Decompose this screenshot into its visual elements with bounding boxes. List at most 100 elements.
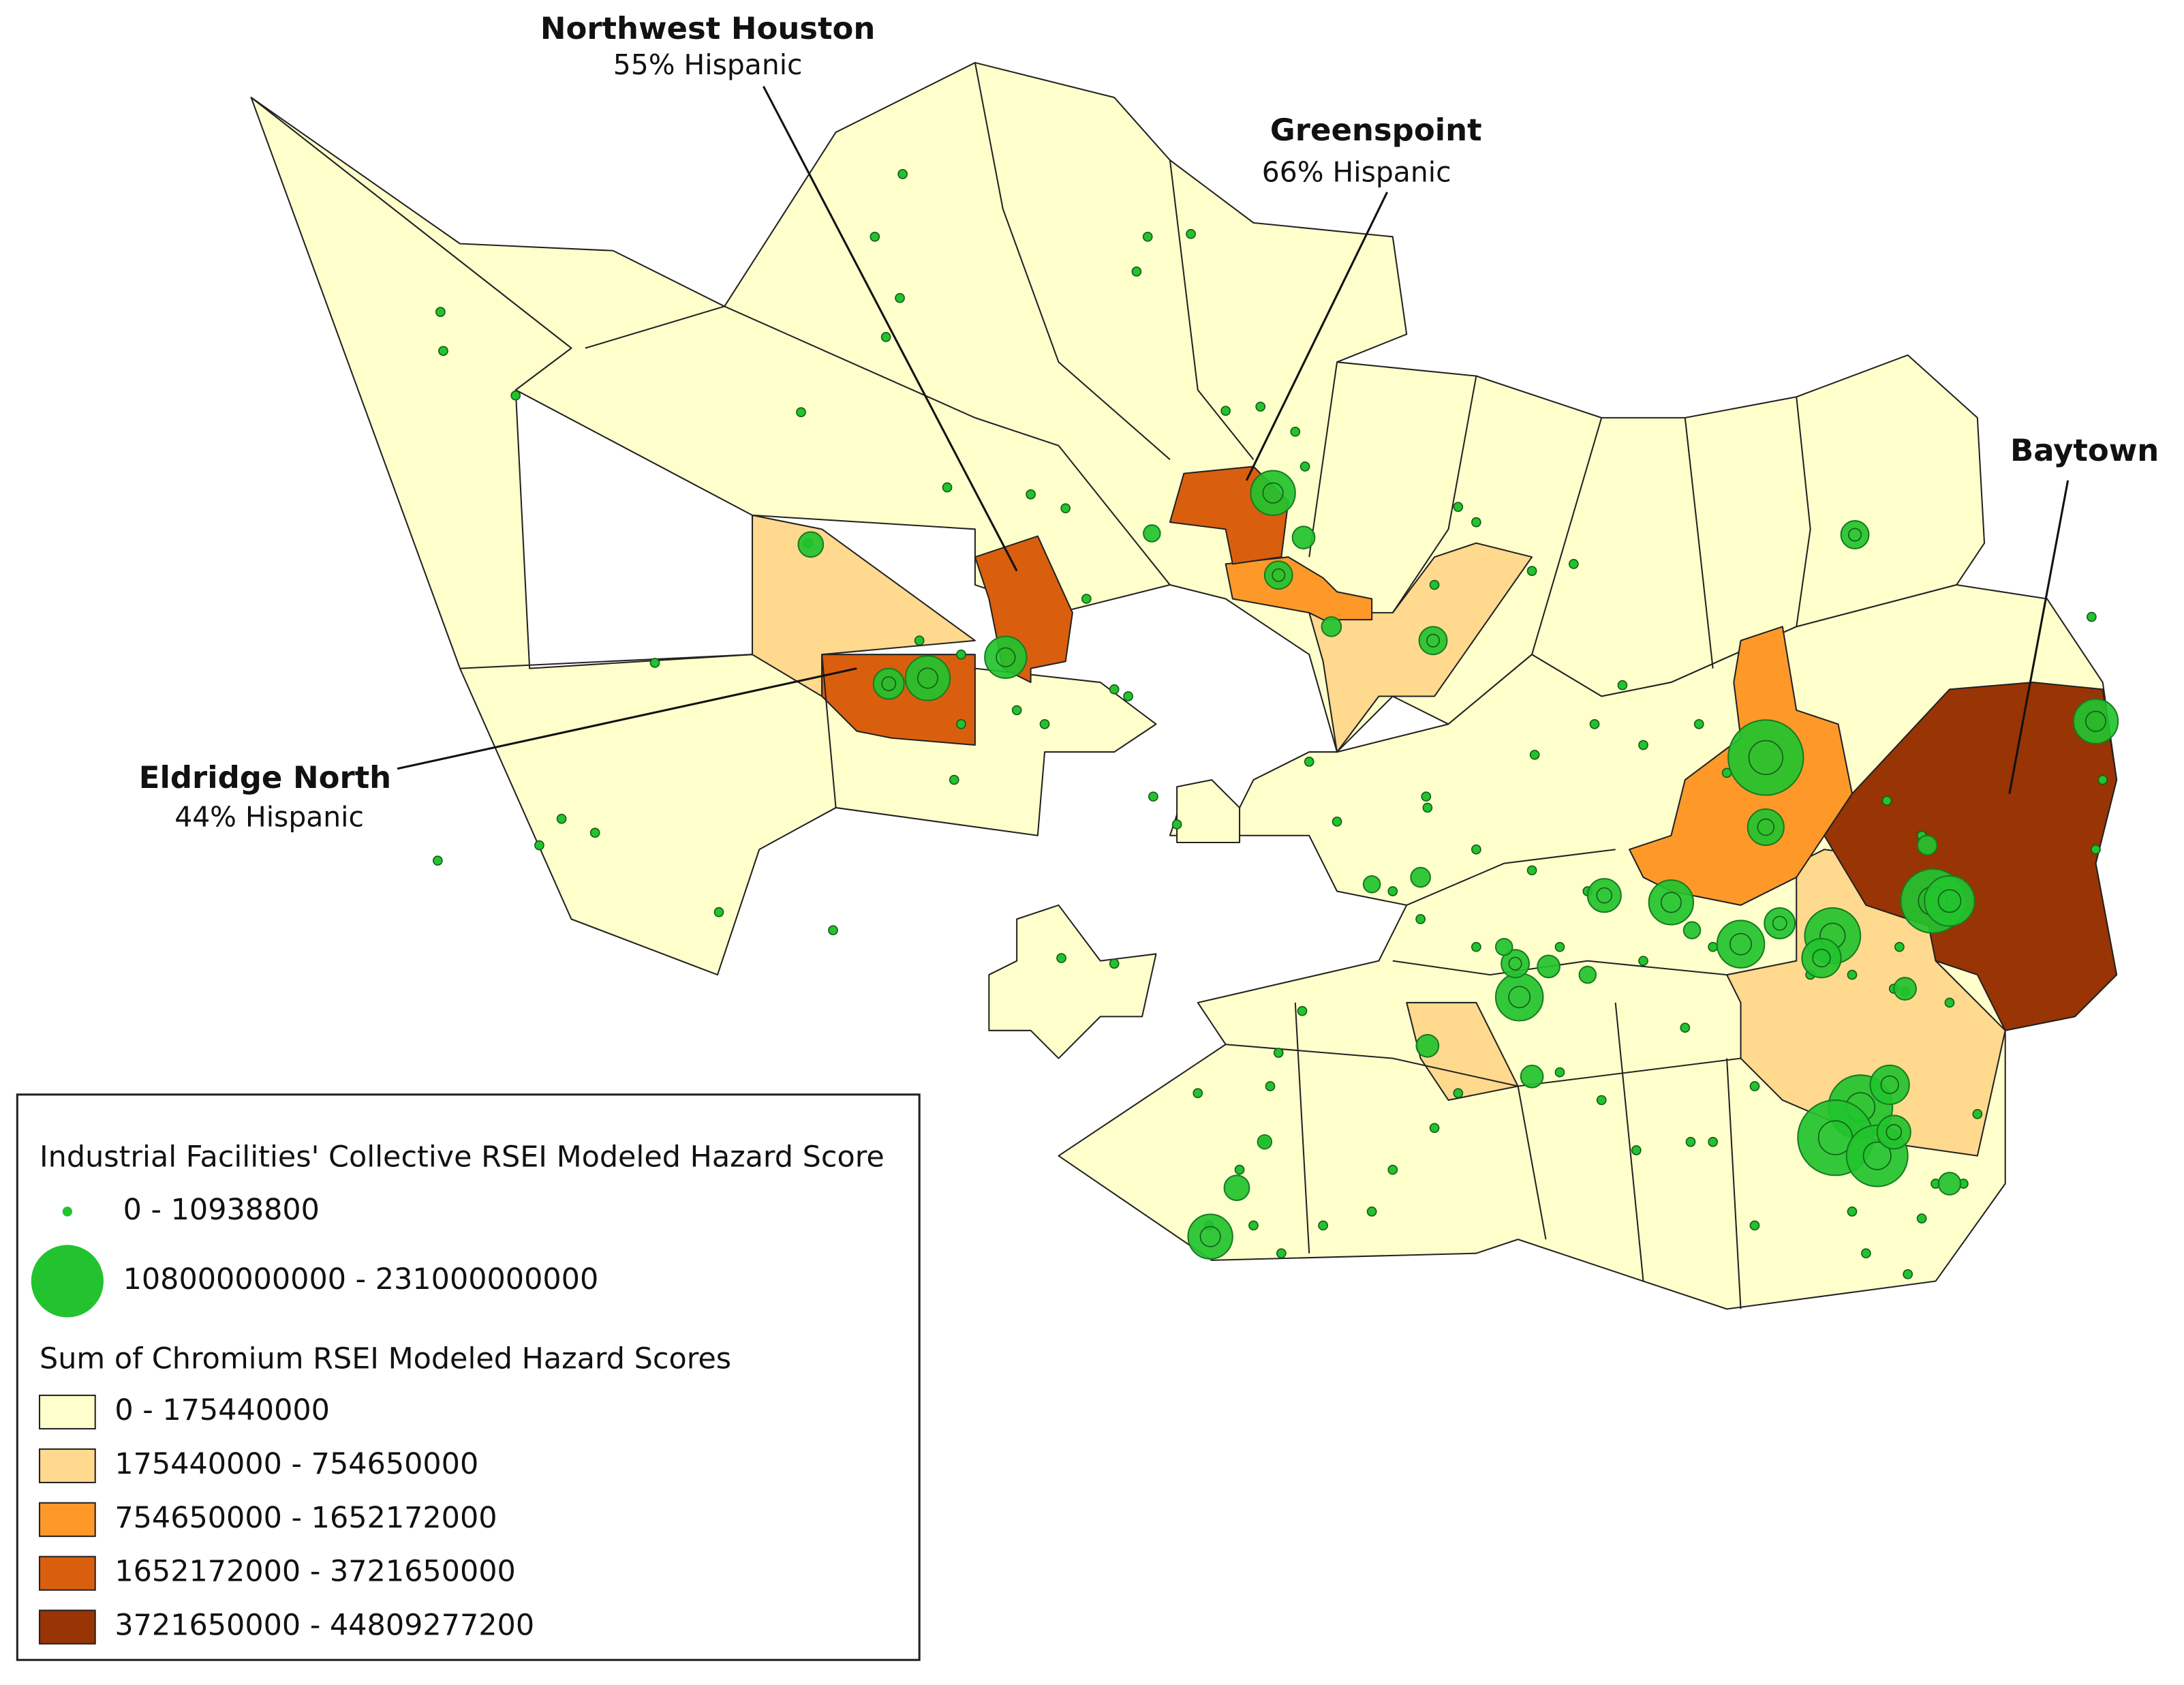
- facility: [1255, 401, 1266, 412]
- facility-ring: [1596, 887, 1613, 904]
- facility: [1290, 426, 1301, 437]
- facility: [1520, 1064, 1544, 1089]
- boundary: [1796, 397, 1811, 627]
- facility: [1554, 941, 1565, 952]
- facility: [1554, 1067, 1565, 1078]
- facility: [1273, 1048, 1284, 1058]
- annotation-subtitle: 44% Hispanic: [174, 800, 364, 833]
- facility: [1186, 228, 1196, 239]
- facility: [2091, 844, 2101, 855]
- facility: [1903, 1269, 1913, 1279]
- facility: [1026, 489, 1036, 500]
- facility: [880, 332, 891, 342]
- facility-ring: [1880, 1075, 1899, 1095]
- facility: [1143, 524, 1161, 543]
- annotation-name: Northwest Houston: [540, 10, 876, 46]
- facility: [1234, 1164, 1245, 1175]
- facility: [895, 292, 905, 303]
- facility-ring: [1748, 740, 1783, 776]
- facility: [1060, 503, 1071, 514]
- boundary: [1684, 417, 1714, 669]
- legend-swatch: [38, 1555, 96, 1591]
- facility: [1894, 941, 1905, 952]
- legend: Industrial Facilities' Collective RSEI M…: [16, 1093, 921, 1661]
- facility: [1529, 749, 1540, 760]
- region: [1225, 556, 1373, 621]
- facility: [1638, 956, 1648, 967]
- region: [250, 96, 1157, 976]
- facility: [1916, 1213, 1927, 1224]
- facility: [1265, 1081, 1276, 1091]
- legend-label: 1652172000 - 3721650000: [114, 1555, 516, 1589]
- facility: [1276, 1248, 1287, 1259]
- facility: [534, 840, 544, 851]
- facility-ring: [1272, 568, 1286, 582]
- legend-title: Sum of Chromium RSEI Modeled Hazard Scor…: [40, 1341, 731, 1376]
- facility-ring: [1729, 932, 1752, 956]
- facility: [1220, 406, 1231, 416]
- facility: [1263, 560, 1293, 590]
- facility: [872, 667, 905, 700]
- facility: [1171, 819, 1182, 830]
- annotation-subtitle: 55% Hispanic: [613, 48, 803, 81]
- legend-label: 3721650000 - 44809277200: [114, 1609, 534, 1643]
- annotation-subtitle: 66% Hispanic: [1262, 155, 1451, 188]
- leader-line: [1245, 192, 1388, 481]
- legend-swatch: [38, 1609, 96, 1645]
- facility: [1916, 834, 1938, 856]
- facility-ring: [1772, 915, 1787, 931]
- facility-ring: [1426, 633, 1441, 648]
- facility: [1924, 875, 1975, 927]
- legend-label: 0 - 10938800: [123, 1193, 320, 1227]
- facility: [1453, 1088, 1464, 1099]
- facility: [1250, 470, 1296, 516]
- facility: [1589, 718, 1600, 729]
- legend-label: 175440000 - 754650000: [114, 1447, 478, 1481]
- facility: [1494, 973, 1544, 1022]
- facility-ring: [1199, 1226, 1221, 1247]
- facility: [1291, 526, 1316, 549]
- facility: [1299, 461, 1310, 472]
- facility: [649, 658, 660, 668]
- facility: [1596, 1095, 1607, 1106]
- boundary: [1517, 1086, 1547, 1240]
- facility-ring: [1508, 986, 1531, 1009]
- leader-line: [763, 85, 1018, 572]
- facility: [1578, 965, 1597, 984]
- boundary: [1726, 1058, 1742, 1309]
- facility: [1453, 502, 1464, 512]
- facility: [1937, 1172, 1962, 1196]
- facility: [2087, 611, 2097, 622]
- facility: [1415, 1033, 1440, 1058]
- facility: [1526, 865, 1537, 876]
- facility: [897, 169, 908, 179]
- facility: [1749, 1220, 1760, 1231]
- regions: [250, 61, 2118, 1310]
- facility: [1321, 616, 1342, 637]
- legend-swatch: [38, 1502, 96, 1537]
- facility: [1764, 907, 1796, 939]
- boundary: [821, 654, 837, 808]
- facility: [1501, 949, 1531, 979]
- facility-ring: [2085, 710, 2107, 732]
- facility: [1257, 1134, 1273, 1150]
- facility: [1631, 1145, 1642, 1155]
- facility-ring: [996, 647, 1016, 667]
- facility: [1387, 1164, 1398, 1175]
- facility: [1011, 705, 1022, 716]
- leader-line: [397, 667, 857, 770]
- facility: [956, 649, 966, 660]
- legend-box: [16, 1093, 921, 1661]
- facility: [828, 925, 838, 936]
- facility-ring: [1262, 482, 1284, 504]
- facility: [1223, 1174, 1250, 1202]
- boundary: [1391, 376, 1477, 613]
- facility: [796, 407, 806, 418]
- legend-label: 754650000 - 1652172000: [114, 1501, 497, 1535]
- facility: [1148, 791, 1158, 802]
- annotation-name: Eldridge North: [139, 759, 391, 795]
- annotations: Northwest Houston 55% Hispanic Greenspoi…: [139, 10, 2159, 833]
- facility: [435, 307, 446, 317]
- legend-title: Industrial Facilities' Collective RSEI M…: [40, 1140, 885, 1174]
